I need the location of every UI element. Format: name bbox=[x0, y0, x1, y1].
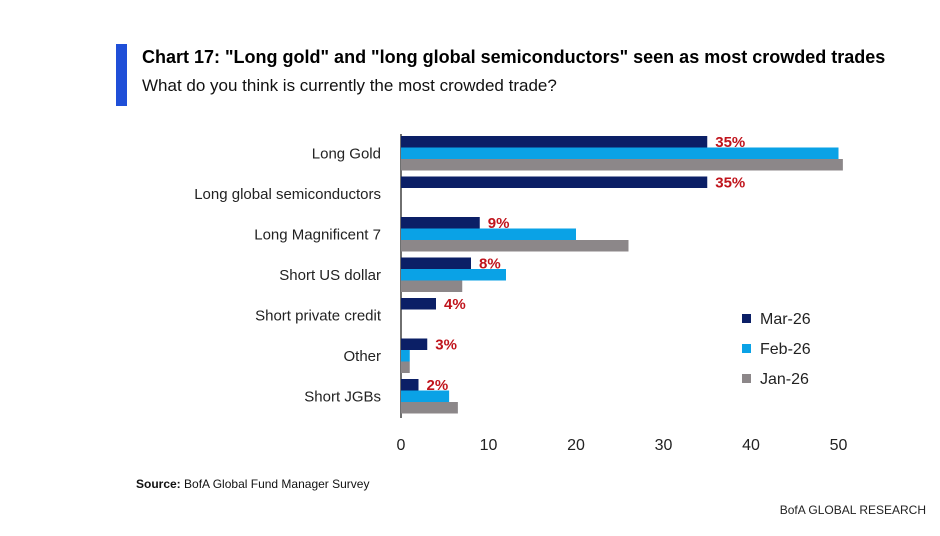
bar-jan-26 bbox=[401, 240, 629, 252]
category-label: Other bbox=[343, 348, 381, 365]
data-label: 35% bbox=[715, 175, 745, 192]
bar-jan-26 bbox=[401, 402, 458, 414]
x-tick-label: 0 bbox=[397, 437, 406, 454]
bar-jan-26 bbox=[401, 361, 410, 373]
x-tick-label: 10 bbox=[480, 437, 498, 454]
legend-swatch bbox=[742, 344, 751, 353]
category-label: Short US dollar bbox=[279, 267, 381, 284]
source-label: Source: bbox=[136, 477, 181, 491]
bar-chart: Long Gold 35% Long global semiconductors 35… bbox=[194, 134, 848, 454]
bar-mar-26 bbox=[401, 217, 480, 229]
bar-jan-26 bbox=[401, 280, 463, 292]
chart-title: Chart 17: "Long gold" and "long global s… bbox=[142, 47, 886, 67]
data-label: 35% bbox=[715, 134, 745, 151]
bar-mar-26 bbox=[401, 379, 419, 391]
bar-feb-26 bbox=[401, 228, 576, 240]
legend-label: Jan-26 bbox=[760, 371, 809, 388]
bar-mar-26 bbox=[401, 176, 708, 188]
source-note: Source: BofA Global Fund Manager Survey bbox=[136, 477, 369, 491]
category-label: Short JGBs bbox=[304, 388, 381, 405]
bar-feb-26 bbox=[401, 390, 450, 402]
category-label: Long Gold bbox=[312, 145, 381, 162]
accent-bar bbox=[116, 44, 127, 106]
legend-swatch bbox=[742, 314, 751, 323]
data-label: 2% bbox=[427, 377, 449, 394]
category-label: Short private credit bbox=[255, 307, 382, 324]
legend-label: Feb-26 bbox=[760, 341, 811, 358]
bar-mar-26 bbox=[401, 298, 436, 310]
bar-jan-26 bbox=[401, 159, 843, 171]
x-tick-label: 50 bbox=[830, 437, 848, 454]
bar-feb-26 bbox=[401, 269, 506, 281]
legend-swatch bbox=[742, 374, 751, 383]
data-label: 4% bbox=[444, 296, 466, 313]
legend-label: Mar-26 bbox=[760, 311, 811, 328]
bar-feb-26 bbox=[401, 147, 839, 159]
footer-brand: BofA GLOBAL RESEARCH bbox=[779, 503, 926, 517]
source-text: BofA Global Fund Manager Survey bbox=[184, 477, 370, 491]
bar-mar-26 bbox=[401, 136, 708, 148]
category-label: Long Magnificent 7 bbox=[254, 226, 381, 243]
data-label: 9% bbox=[488, 215, 510, 232]
x-tick-label: 40 bbox=[742, 437, 760, 454]
category-label: Long global semiconductors bbox=[194, 186, 381, 203]
x-tick-label: 20 bbox=[567, 437, 585, 454]
chart-subtitle: What do you think is currently the most … bbox=[142, 76, 557, 95]
bar-feb-26 bbox=[401, 350, 410, 362]
data-label: 3% bbox=[435, 337, 457, 354]
bar-mar-26 bbox=[401, 257, 471, 269]
bar-mar-26 bbox=[401, 338, 428, 350]
data-label: 8% bbox=[479, 256, 501, 273]
x-tick-label: 30 bbox=[655, 437, 673, 454]
